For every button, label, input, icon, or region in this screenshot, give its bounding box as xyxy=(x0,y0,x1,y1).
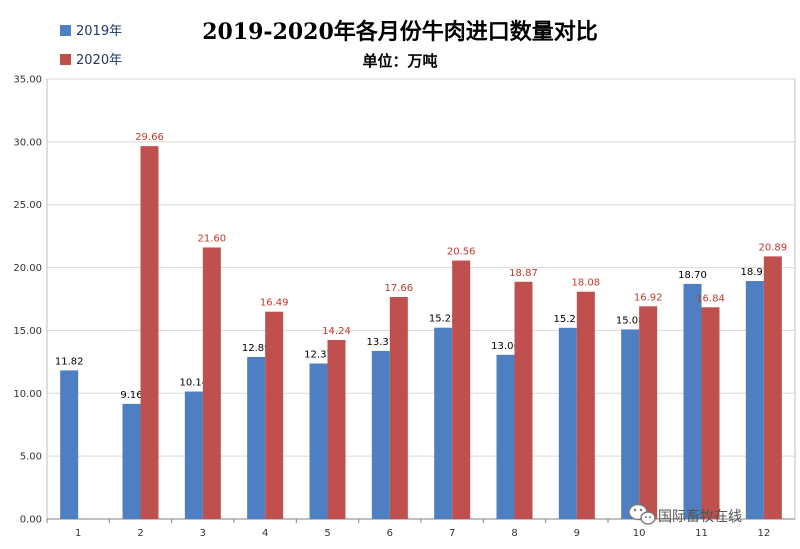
bar-2019-month-9 xyxy=(558,327,577,519)
data-label: 15.08 xyxy=(616,315,645,326)
wechat-icon xyxy=(628,503,656,525)
watermark-text: 国际畜牧在线 xyxy=(658,509,742,525)
data-label: 21.60 xyxy=(198,233,227,244)
data-label: 18.70 xyxy=(678,270,707,281)
data-label: 10.14 xyxy=(180,378,209,389)
x-tick-label: 9 xyxy=(574,528,580,539)
bar-2019-month-5 xyxy=(309,363,328,519)
bar-2019-month-4 xyxy=(247,356,266,519)
bar-2020-month-10 xyxy=(639,306,658,519)
chart-subtitle: 单位：万吨 xyxy=(362,52,437,70)
legend-label-2020: 2020年 xyxy=(76,53,122,68)
bar-2020-month-12 xyxy=(763,256,782,519)
legend-swatch-2020 xyxy=(60,54,71,65)
data-label: 20.56 xyxy=(447,247,476,258)
x-tick-label: 10 xyxy=(633,528,646,539)
data-label: 15.22 xyxy=(429,314,458,325)
bar-2020-month-9 xyxy=(576,291,595,519)
x-tick-label: 12 xyxy=(757,528,770,539)
x-tick-label: 4 xyxy=(262,528,268,539)
plot-area: 0.005.0010.0015.0020.0025.0030.0035.0011… xyxy=(13,75,796,539)
bar-2020-month-7 xyxy=(452,260,471,519)
bar-2020-month-4 xyxy=(265,311,284,519)
x-tick-label: 3 xyxy=(200,528,206,539)
x-tick-label: 8 xyxy=(511,528,517,539)
data-label: 17.66 xyxy=(385,283,414,294)
y-tick-label: 20.00 xyxy=(13,263,42,274)
bar-2020-month-3 xyxy=(202,247,221,519)
y-tick-label: 30.00 xyxy=(13,137,42,148)
x-tick-label: 5 xyxy=(324,528,330,539)
data-label: 11.82 xyxy=(55,356,84,367)
data-label: 13.37 xyxy=(367,337,396,348)
data-label: 15.21 xyxy=(554,314,583,325)
data-label: 12.37 xyxy=(304,349,333,360)
bar-2020-month-2 xyxy=(140,146,159,520)
chart-title: 2019-2020年各月份牛肉进口数量对比 xyxy=(202,19,598,45)
data-label: 29.66 xyxy=(135,132,164,143)
y-tick-label: 25.00 xyxy=(13,200,42,211)
data-label: 16.84 xyxy=(696,293,725,304)
x-tick-label: 2 xyxy=(137,528,143,539)
x-tick-label: 7 xyxy=(449,528,455,539)
bar-2019-month-2 xyxy=(122,403,141,519)
y-tick-label: 10.00 xyxy=(13,389,42,400)
y-tick-label: 15.00 xyxy=(13,326,42,337)
data-label: 18.08 xyxy=(572,278,601,289)
data-label: 14.24 xyxy=(322,326,351,337)
bar-2019-month-7 xyxy=(434,327,453,519)
data-label: 18.93 xyxy=(741,267,770,278)
bar-2020-month-8 xyxy=(514,281,533,519)
bar-2019-month-12 xyxy=(745,281,764,519)
bar-2019-month-11 xyxy=(683,283,702,519)
data-label: 12.89 xyxy=(242,343,271,354)
plot-frame xyxy=(46,78,796,520)
bar-2020-month-5 xyxy=(327,339,346,519)
data-label: 18.87 xyxy=(509,268,538,279)
bar-2019-month-8 xyxy=(496,354,515,519)
y-tick-label: 5.00 xyxy=(20,452,42,463)
bar-2020-month-6 xyxy=(389,296,408,519)
bar-2019-month-10 xyxy=(621,329,640,519)
legend-label-2019: 2019年 xyxy=(76,24,122,39)
watermark: 国际畜牧在线 xyxy=(628,503,742,525)
x-tick-label: 6 xyxy=(387,528,393,539)
x-tick-label: 1 xyxy=(75,528,81,539)
data-label: 13.06 xyxy=(491,341,520,352)
y-tick-label: 0.00 xyxy=(20,515,42,526)
data-label: 20.89 xyxy=(759,242,788,253)
bar-2019-month-6 xyxy=(371,350,390,519)
data-label: 9.16 xyxy=(120,390,142,401)
bar-2019-month-1 xyxy=(60,370,79,519)
y-tick-label: 35.00 xyxy=(13,75,42,86)
x-tick-label: 11 xyxy=(695,528,708,539)
data-label: 16.49 xyxy=(260,298,289,309)
legend: 2019年 2020年 xyxy=(60,24,122,68)
data-label: 16.92 xyxy=(634,292,663,303)
legend-swatch-2019 xyxy=(60,25,71,36)
bar-2020-month-11 xyxy=(701,307,720,519)
bar-2019-month-3 xyxy=(184,391,203,519)
